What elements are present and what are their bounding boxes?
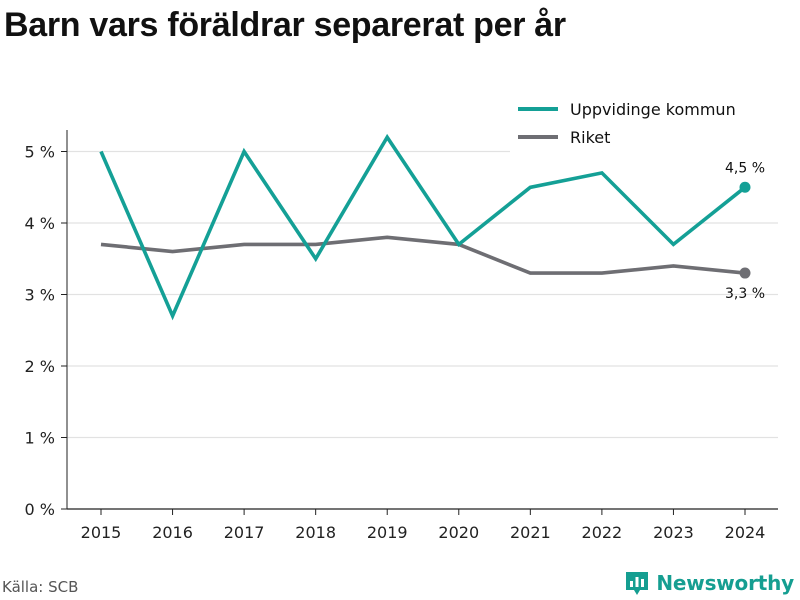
series-lines: 4,5 % 3,3 % — [99, 133, 765, 321]
series-line — [99, 133, 747, 321]
end-label: 3,3 % — [725, 286, 765, 302]
source-note: Källa: SCB — [2, 578, 79, 596]
newsworthy-logo-icon — [626, 572, 649, 595]
y-tick-label: 2 % — [25, 357, 55, 376]
x-tick-label: 2023 — [653, 523, 694, 542]
gridlines — [67, 150, 778, 439]
y-tick-label: 5 % — [25, 143, 55, 162]
axes: 0 % 1 % 2 % 3 % 4 % 5 % 2015 2016 2017 2018 2019 20… — [25, 130, 778, 542]
x-tick-label: 2016 — [152, 523, 193, 542]
brand-name: Newsworthy — [656, 571, 794, 595]
legend-background — [510, 93, 778, 155]
chart-title: Barn vars föräldrar separerat per år — [4, 6, 566, 44]
x-tick-label: 2020 — [438, 523, 479, 542]
brand: Newsworthy — [626, 570, 794, 596]
end-point-marker — [739, 181, 751, 193]
series-line — [100, 235, 746, 275]
x-tick-label: 2018 — [295, 523, 336, 542]
y-tick-label: 1 % — [25, 429, 55, 448]
x-tick-label: 2021 — [510, 523, 551, 542]
x-tick-label: 2017 — [224, 523, 265, 542]
y-tick-label: 0 % — [25, 500, 55, 519]
y-tick-label: 4 % — [25, 214, 55, 233]
legend: Uppvidinge kommun Riket — [510, 93, 778, 155]
end-point-marker — [739, 267, 751, 279]
x-tick-label: 2022 — [582, 523, 623, 542]
legend-label: Uppvidinge kommun — [570, 100, 736, 119]
x-tick-label: 2015 — [81, 523, 122, 542]
end-label: 4,5 % — [725, 160, 765, 176]
x-tick-label: 2019 — [367, 523, 408, 542]
x-tick-label: 2024 — [725, 523, 766, 542]
legend-label: Riket — [570, 128, 610, 147]
y-tick-label: 3 % — [25, 286, 55, 305]
